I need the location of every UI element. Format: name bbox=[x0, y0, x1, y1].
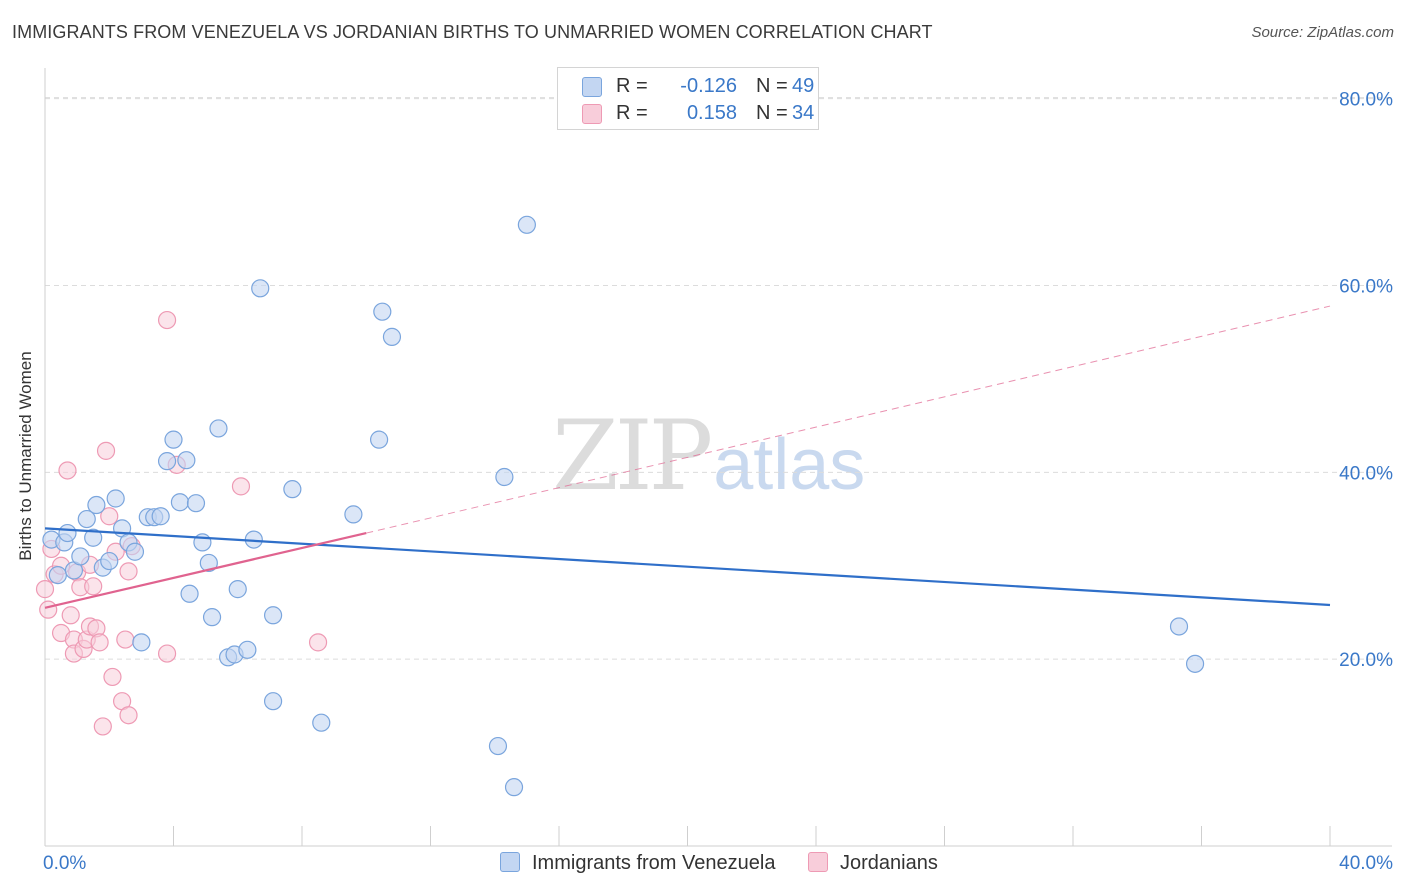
source-credit: Source: ZipAtlas.com bbox=[1251, 24, 1394, 41]
venezuela-point bbox=[132, 633, 151, 652]
venezuela-trend-line bbox=[44, 527, 1331, 607]
jordanians-point bbox=[157, 310, 177, 330]
legend-item-jordanians[interactable]: Jordanians bbox=[808, 852, 938, 875]
venezuela-point bbox=[495, 467, 514, 487]
venezuela-point bbox=[58, 523, 77, 543]
venezuela-point bbox=[71, 547, 90, 566]
venezuela-point bbox=[251, 279, 270, 298]
venezuela-point bbox=[164, 430, 183, 449]
venezuela-point bbox=[180, 584, 199, 603]
x-tick-label: 0.0% bbox=[43, 853, 86, 874]
y-tick-label: 40.0% bbox=[1339, 463, 1393, 484]
venezuela-point bbox=[263, 692, 283, 711]
venezuela-point bbox=[177, 451, 196, 470]
y-tick-label: 20.0% bbox=[1339, 650, 1393, 671]
jordanians-point bbox=[90, 633, 109, 652]
y-tick-label: 80.0% bbox=[1339, 90, 1393, 111]
legend-label-venezuela: Immigrants from Venezuela bbox=[532, 852, 776, 874]
n-label: N = bbox=[756, 102, 788, 124]
jordanians-point bbox=[58, 461, 77, 480]
jordanians-point bbox=[96, 441, 116, 460]
venezuela-point bbox=[202, 608, 222, 627]
venezuela-point bbox=[209, 419, 228, 438]
venezuela-point bbox=[151, 507, 170, 526]
x-tick-label: 40.0% bbox=[1339, 853, 1393, 874]
venezuela-point bbox=[77, 509, 96, 529]
r-value: 0.158 bbox=[686, 102, 737, 124]
venezuela-legend-swatch bbox=[500, 852, 520, 872]
venezuela-point bbox=[312, 713, 331, 732]
venezuela-point bbox=[263, 606, 283, 625]
jordanians-point bbox=[308, 633, 328, 652]
venezuela-point bbox=[370, 430, 389, 449]
venezuela-point bbox=[1169, 617, 1189, 636]
legend-item-venezuela[interactable]: Immigrants from Venezuela bbox=[500, 852, 775, 875]
venezuela-point bbox=[186, 494, 206, 513]
venezuela-point bbox=[488, 736, 508, 756]
venezuela-point bbox=[382, 327, 402, 346]
jordanians-trend-extension bbox=[366, 305, 1331, 534]
venezuela-point bbox=[100, 551, 119, 571]
jordanians-point bbox=[103, 667, 122, 687]
jordanians-point bbox=[119, 706, 138, 725]
venezuela-point bbox=[48, 565, 67, 585]
jordanians-point bbox=[39, 600, 58, 619]
legend-label-jordanians: Jordanians bbox=[840, 852, 938, 874]
venezuela-swatch bbox=[582, 77, 602, 97]
jordanians-point bbox=[231, 477, 251, 496]
venezuela-point bbox=[517, 215, 536, 234]
venezuela-point bbox=[199, 553, 218, 573]
jordanians-legend-swatch bbox=[808, 852, 828, 872]
venezuela-point bbox=[87, 495, 106, 515]
jordanians-swatch bbox=[582, 104, 602, 124]
venezuela-point bbox=[228, 580, 247, 599]
jordanians-trend-line bbox=[44, 531, 367, 609]
venezuela-point bbox=[504, 778, 524, 797]
venezuela-point bbox=[344, 505, 363, 524]
r-label: R = bbox=[616, 102, 648, 124]
venezuela-point bbox=[238, 640, 257, 659]
chart-title: IMMIGRANTS FROM VENEZUELA VS JORDANIAN B… bbox=[12, 22, 933, 42]
r-value: -0.126 bbox=[680, 75, 737, 97]
venezuela-point bbox=[283, 480, 302, 499]
venezuela-point bbox=[106, 489, 125, 508]
r-label: R = bbox=[616, 75, 648, 97]
jordanians-point bbox=[157, 644, 177, 663]
jordanians-point bbox=[100, 507, 119, 526]
y-tick-label: 60.0% bbox=[1339, 277, 1393, 298]
jordanians-point bbox=[84, 577, 103, 596]
jordanians-point bbox=[35, 580, 55, 599]
correlation-legend: R = -0.126 N = 49 R = 0.158 N = 34 bbox=[557, 67, 819, 130]
n-value: 49 bbox=[792, 75, 815, 97]
jordanians-point bbox=[116, 630, 135, 649]
venezuela-point bbox=[157, 452, 177, 471]
jordanians-point bbox=[119, 562, 138, 581]
venezuela-point bbox=[125, 542, 145, 561]
venezuela-point bbox=[1185, 654, 1205, 673]
series-legend: Immigrants from Venezuela Jordanians bbox=[0, 852, 1406, 878]
venezuela-point bbox=[373, 302, 392, 321]
n-value: 34 bbox=[792, 102, 815, 124]
venezuela-point bbox=[84, 528, 103, 547]
jordanians-point bbox=[93, 717, 112, 736]
n-label: N = bbox=[756, 75, 788, 97]
venezuela-point bbox=[170, 493, 190, 512]
jordanians-point bbox=[61, 606, 80, 625]
